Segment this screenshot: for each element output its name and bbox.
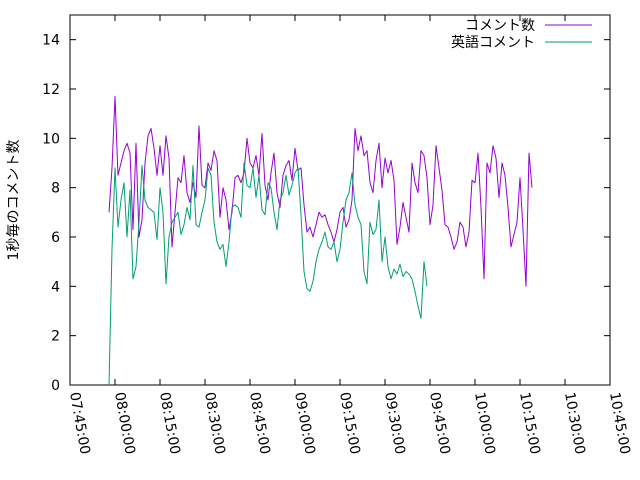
y-tick-label: 14: [42, 33, 60, 49]
y-tick-label: 6: [51, 230, 60, 246]
x-tick-label: 08:15:00: [156, 391, 183, 456]
x-tick-label: 08:00:00: [111, 391, 138, 456]
x-tick-label: 10:30:00: [561, 391, 588, 456]
x-tick-label: 10:45:00: [606, 391, 633, 456]
x-tick-label: 07:45:00: [66, 391, 93, 456]
x-tick-label: 10:15:00: [516, 391, 543, 456]
x-tick-label: 09:00:00: [291, 391, 318, 456]
series-group: [108, 95, 533, 386]
x-axis: 07:45:00 08:00:00 08:15:00 08:30:00 08:45:00…: [66, 15, 633, 456]
x-tick-label: 09:30:00: [381, 391, 408, 456]
series-line-1: [108, 95, 533, 287]
x-tick-label: 09:15:00: [336, 391, 363, 456]
y-axis: 0 2 4 6 8 10 12 14: [42, 33, 610, 394]
y-axis-label: 1秒毎のコメント数: [6, 140, 22, 261]
legend-label: コメント数: [465, 18, 535, 34]
y-tick-label: 12: [42, 82, 60, 98]
x-tick-label: 08:30:00: [201, 391, 228, 456]
y-tick-label: 0: [51, 378, 60, 394]
y-tick-label: 10: [42, 131, 60, 147]
x-tick-label: 10:00:00: [471, 391, 498, 456]
y-tick-label: 8: [51, 181, 60, 197]
x-tick-label: 09:45:00: [426, 391, 453, 456]
x-tick-label: 08:45:00: [246, 391, 273, 456]
y-tick-label: 4: [51, 279, 60, 295]
y-tick-label: 2: [51, 329, 60, 345]
plot-frame: [69, 14, 611, 386]
series-line-2: [108, 162, 428, 386]
legend-label: 英語コメント: [451, 34, 535, 51]
